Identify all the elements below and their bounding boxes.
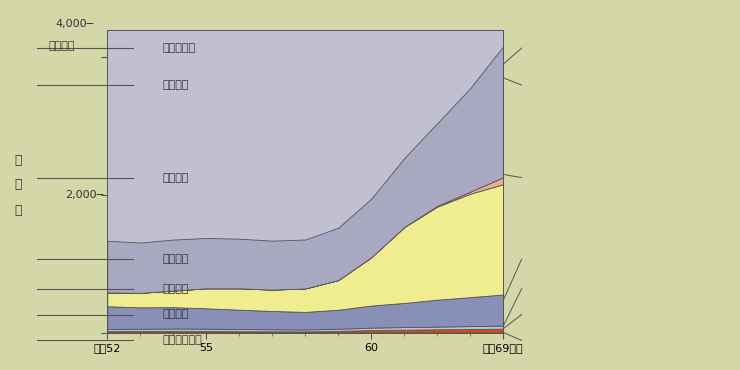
Text: 2,000─: 2,000─ [65, 190, 104, 200]
Text: 予
算
額: 予 算 額 [15, 154, 22, 216]
Text: そ　の　他: そ の 他 [163, 43, 196, 53]
Text: 環境保健: 環境保健 [163, 309, 189, 320]
Text: 大気保全: 大気保全 [163, 283, 189, 294]
Text: 水質保全: 水質保全 [163, 254, 189, 264]
Text: 環境保全一般: 環境保全一般 [163, 335, 203, 346]
Text: 4,000─: 4,000─ [56, 19, 94, 29]
Text: （億円）: （億円） [48, 41, 75, 51]
Text: 自然保護: 自然保護 [163, 172, 189, 183]
Text: 地球環境: 地球環境 [163, 80, 189, 90]
